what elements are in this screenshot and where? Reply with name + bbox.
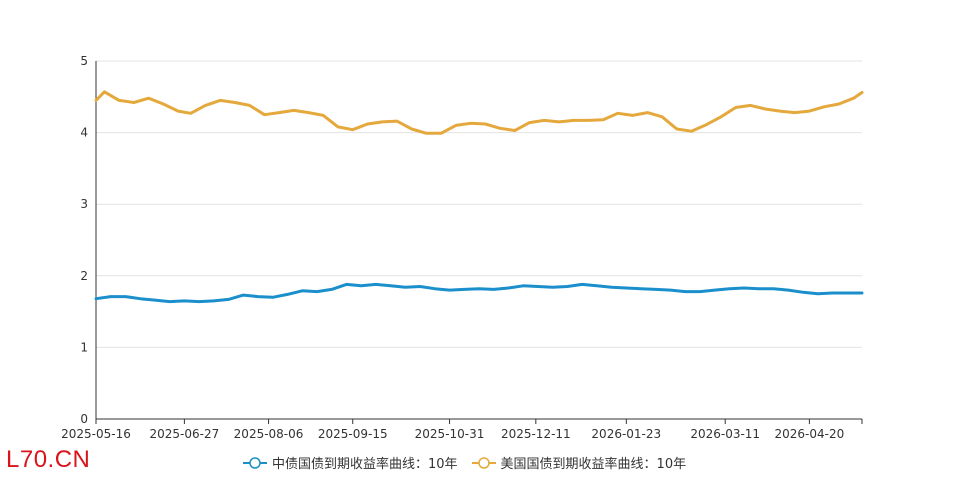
watermark-logo: L70.CN [6,446,91,473]
x-tick-label-2026-01-23: 2026-01-23 [591,427,661,441]
x-tick-label-2025-10-31: 2025-10-31 [415,427,485,441]
y-tick-label-0: 0 [80,412,88,426]
legend-swatch-us-10y [471,456,496,469]
series-line-0 [94,282,864,304]
x-tick-label-2025-06-27: 2025-06-27 [150,427,220,441]
x-tick-label-2025-09-15: 2025-09-15 [318,427,388,441]
grid-lines [96,60,862,348]
y-tick-label-3: 3 [80,197,88,211]
x-tick-label-2026-03-11: 2026-03-11 [690,427,760,441]
y-tick-label-2: 2 [80,269,88,283]
x-tick-label-2025-12-11: 2025-12-11 [501,427,571,441]
legend-item-us-10y[interactable]: 美国国债到期收益率曲线：10年 [471,453,687,472]
legend-swatch-cn-10y [243,456,267,469]
legend: 中债国债到期收益率曲线：10年 美国国债到期收益率曲线：10年 [243,453,686,472]
series-lines [94,90,864,304]
y-tick-label-4: 4 [80,126,88,140]
x-tick-label-2025-08-06: 2025-08-06 [234,427,304,441]
x-tick-label-2026-04-20: 2026-04-20 [775,427,845,441]
legend-item-cn-10y[interactable]: 中债国债到期收益率曲线：10年 [243,453,458,472]
y-axis: 0 1 2 3 4 5 [80,54,88,426]
x-tick-label-2025-05-16: 2025-05-16 [61,427,131,441]
x-axis: 2025-05-16 2025-06-27 2025-08-06 2025-09-15… [61,61,863,441]
y-tick-label-1: 1 [80,340,88,354]
y-tick-label-5: 5 [80,54,88,68]
legend-label-cn-10y: 中债国债到期收益率曲线：10年 [272,457,458,472]
series-line-1 [94,90,864,135]
legend-label-us-10y: 美国国债到期收益率曲线：10年 [500,457,687,472]
